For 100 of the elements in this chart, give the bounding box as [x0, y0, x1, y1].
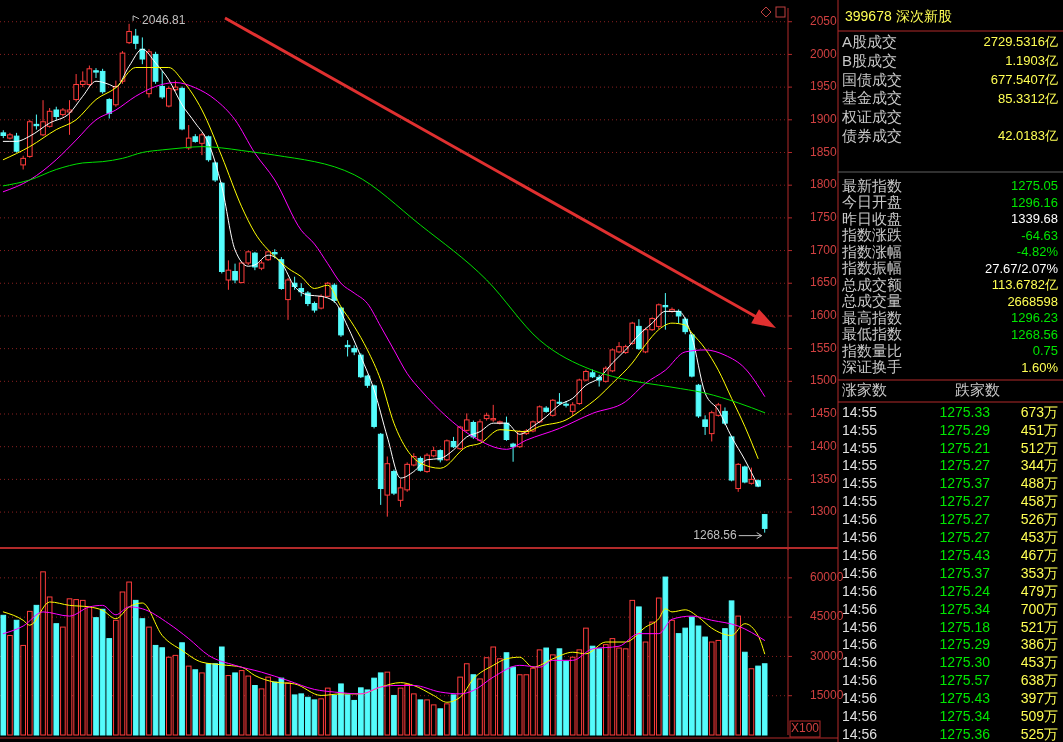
- text: 昨日收盘 1339.68: [842, 209, 1058, 227]
- bar: [669, 619, 675, 736]
- text: 14:56 1275.34 700万: [842, 600, 1058, 617]
- text: 深证换手 1.60%: [842, 358, 1058, 376]
- text: 指数涨幅 -4.82%: [842, 242, 1058, 260]
- text: 总成交量 2668598: [842, 292, 1058, 310]
- bar: [550, 654, 556, 736]
- candlestick: [132, 28, 139, 50]
- text: 14:55 1275.33 673万: [842, 403, 1058, 420]
- line-series: [2, 146, 766, 414]
- bar: [417, 699, 424, 736]
- bar: [199, 672, 205, 736]
- candlestick: [391, 469, 397, 496]
- y-tick-label: 1950: [810, 79, 838, 94]
- text: X100: [790, 721, 820, 736]
- bar: [7, 634, 13, 736]
- bar: [748, 668, 755, 736]
- text: 涨家数 跌家数: [842, 380, 1000, 398]
- candlestick: [106, 97, 113, 119]
- bar: [735, 615, 742, 736]
- y-tick-label: 60000: [810, 570, 844, 585]
- text: 14:56 1275.43 467万: [842, 546, 1058, 563]
- text: 指数振幅 27.67/2.07%: [842, 259, 1058, 277]
- bar: [384, 671, 391, 736]
- text: 14:56 1275.27 453万: [842, 529, 1058, 545]
- bar: [192, 669, 199, 736]
- annotation: 2046.81: [142, 12, 186, 27]
- bar: [53, 623, 60, 736]
- y-tick-label: 1850: [810, 144, 838, 159]
- candlestick: [761, 514, 768, 534]
- text: A股成交 2729.5316亿: [842, 32, 1058, 50]
- y-tick-label: 1450: [810, 406, 838, 421]
- y-tick-label: 15000: [810, 687, 844, 702]
- candlestick: [199, 132, 205, 156]
- text: 最新指数 1275.05: [842, 176, 1058, 194]
- text: 14:56 1275.36 525万: [842, 725, 1058, 742]
- candlestick: [662, 292, 669, 331]
- text: 权证成交: [841, 108, 902, 126]
- text: 14:56 1275.37 353万: [842, 564, 1058, 581]
- bar: [232, 672, 238, 736]
- text: 399678 深次新股: [845, 7, 952, 24]
- text: 14:56 1275.30 453万: [842, 654, 1058, 671]
- text: 最低指数 1268.56: [842, 325, 1058, 343]
- text: 指数涨跌 -64.63: [842, 226, 1058, 244]
- candlestick: [285, 277, 291, 321]
- text: 14:56 1275.24 479万: [842, 582, 1058, 599]
- text: 14:55 1275.37 488万: [842, 475, 1058, 492]
- text: 14:56 1275.57 638万: [842, 672, 1058, 689]
- bar: [470, 674, 477, 736]
- y-tick-label: 1350: [810, 471, 838, 486]
- candlestick: [702, 414, 708, 436]
- candlestick: [185, 124, 192, 151]
- bar: [437, 708, 444, 736]
- bar: [0, 614, 7, 736]
- y-tick-label: 2000: [810, 46, 838, 61]
- y-tick-label: 1700: [810, 242, 838, 257]
- bar: [185, 665, 192, 736]
- candlestick: [126, 23, 132, 45]
- bar: [285, 682, 291, 736]
- bar: [636, 606, 642, 736]
- y-tick-label: 1500: [810, 373, 838, 388]
- candlestick: [113, 80, 119, 108]
- bar: [179, 642, 185, 736]
- text: 14:56 1275.18 521万: [842, 618, 1058, 635]
- text: 14:55 1275.21 512万: [842, 439, 1058, 456]
- bar: [13, 619, 20, 736]
- y-tick-label: 1750: [810, 210, 838, 225]
- text: 今日开盘 1296.16: [842, 193, 1058, 211]
- y-tick-label: 1800: [810, 177, 838, 192]
- candlestick: [159, 70, 166, 100]
- text: 基金成交 85.3312亿: [842, 89, 1058, 107]
- bar: [662, 576, 669, 736]
- text: 14:55 1275.29 451万: [842, 421, 1058, 438]
- y-tick-label: 1300: [810, 504, 838, 519]
- bar: [543, 647, 550, 736]
- text: 14:55 1275.27 344万: [842, 457, 1058, 474]
- text: 最高指数 1296.23: [842, 308, 1058, 326]
- text: 国债成交 677.5407亿: [842, 70, 1058, 88]
- text: 总成交额 113.6782亿: [842, 275, 1058, 293]
- y-tick-label: 1550: [810, 340, 838, 355]
- text: 14:56 1275.29 386万: [842, 636, 1058, 653]
- candlestick: [139, 36, 146, 65]
- bar: [252, 685, 258, 736]
- text: B股成交 1.1903亿: [842, 51, 1058, 69]
- bar: [33, 604, 40, 736]
- y-tick-label: 2050: [810, 13, 838, 28]
- candlestick: [636, 318, 642, 351]
- bar: [225, 675, 232, 736]
- text: 债券成交 42.0183亿: [842, 126, 1058, 144]
- candlestick: [225, 259, 232, 291]
- text: 14:56 1275.34 509万: [842, 708, 1058, 724]
- bar: [742, 651, 748, 736]
- text: 指数量比 0.75: [842, 341, 1058, 359]
- y-tick-label: 1900: [810, 111, 838, 126]
- y-tick-label: 45000: [810, 609, 844, 624]
- text: 14:56 1275.27 526万: [842, 511, 1058, 528]
- text: 14:56 1275.43 397万: [842, 690, 1058, 707]
- annotation: 1268.56: [693, 527, 737, 542]
- y-tick-label: 1650: [810, 275, 838, 290]
- bar: [146, 626, 152, 736]
